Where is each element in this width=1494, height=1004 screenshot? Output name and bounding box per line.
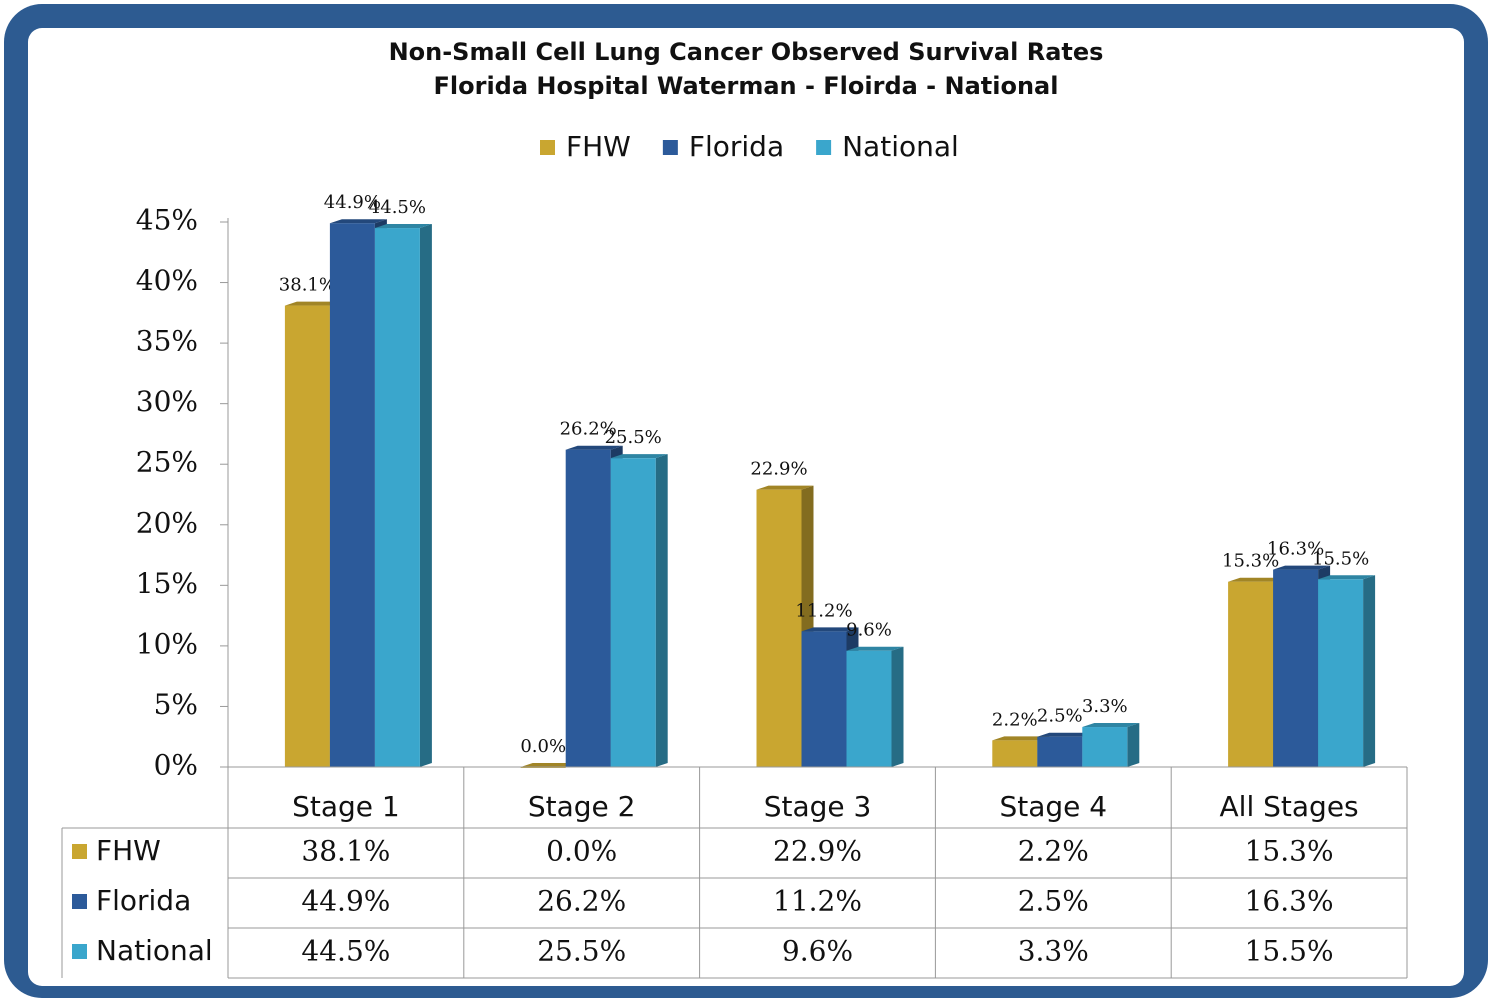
data-label: 2.5%	[1037, 706, 1083, 727]
data-label: 15.3%	[1222, 551, 1279, 572]
table-row-label: FHW	[96, 834, 161, 867]
bar-top	[374, 224, 432, 229]
bar-side	[1363, 575, 1376, 767]
bar	[610, 458, 656, 767]
bar-top	[1318, 575, 1376, 580]
bar	[756, 489, 802, 767]
table-cell: 2.2%	[1018, 835, 1089, 868]
data-label: 26.2%	[560, 419, 617, 440]
bar	[284, 305, 330, 767]
bar-side	[655, 454, 668, 767]
bar	[374, 228, 420, 768]
legend-label: FHW	[566, 130, 631, 163]
x-tick-label: All Stages	[1220, 790, 1359, 823]
table-cell: 2.5%	[1018, 885, 1089, 918]
table-row-label: Florida	[96, 884, 191, 917]
bar-top	[1273, 565, 1331, 570]
table-swatch	[72, 944, 87, 959]
bar-top	[520, 763, 578, 767]
table-row-label: National	[96, 934, 213, 967]
y-tick-label: 10%	[136, 627, 198, 660]
data-label: 22.9%	[750, 459, 807, 480]
legend-swatch	[540, 140, 555, 155]
y-tick-label: 40%	[136, 264, 198, 297]
bar	[565, 449, 611, 767]
table-cell: 38.1%	[301, 835, 390, 868]
bar-top	[846, 646, 904, 651]
data-label: 11.2%	[795, 600, 852, 621]
bar	[992, 740, 1038, 767]
table-cell: 22.9%	[773, 835, 862, 868]
bar	[1228, 581, 1274, 767]
y-tick-label: 15%	[136, 567, 198, 600]
bar-side	[1127, 723, 1140, 767]
table-swatch	[72, 894, 87, 909]
bar	[801, 631, 847, 767]
data-label: 44.9%	[324, 192, 381, 213]
bar-top	[1082, 723, 1140, 728]
bar-top	[565, 445, 623, 450]
table-cell: 44.9%	[301, 885, 390, 918]
bar-top	[801, 627, 859, 632]
bar-side	[891, 646, 904, 767]
bar	[1318, 579, 1364, 767]
bar-top	[1228, 577, 1286, 582]
table-cell: 3.3%	[1018, 935, 1089, 968]
data-label: 3.3%	[1082, 696, 1128, 717]
bar-top	[329, 219, 387, 224]
data-label: 25.5%	[605, 427, 662, 448]
data-label: 9.6%	[846, 620, 892, 641]
table-cell: 11.2%	[773, 885, 862, 918]
table-cell: 0.0%	[546, 835, 617, 868]
data-label: 16.3%	[1267, 539, 1324, 560]
y-tick-label: 25%	[136, 446, 198, 479]
table-cell: 15.3%	[1245, 835, 1334, 868]
y-tick-label: 20%	[136, 506, 198, 539]
bar	[329, 223, 375, 767]
y-tick-label: 45%	[136, 204, 198, 237]
table-swatch	[72, 844, 87, 859]
bar-top	[284, 301, 342, 306]
legend-label: National	[842, 130, 959, 163]
bar-top	[992, 736, 1050, 741]
table-cell: 44.5%	[301, 935, 390, 968]
table-cell: 26.2%	[537, 885, 626, 918]
x-tick-label: Stage 4	[999, 790, 1107, 823]
bar	[1037, 736, 1083, 767]
data-label: 0.0%	[520, 736, 566, 757]
table-cell: 9.6%	[782, 935, 853, 968]
data-label: 2.2%	[992, 709, 1038, 730]
data-label: 44.5%	[369, 197, 426, 218]
legend-swatch	[816, 140, 832, 155]
y-tick-label: 5%	[154, 688, 198, 721]
bar-top	[610, 454, 668, 459]
x-tick-label: Stage 3	[764, 790, 872, 823]
legend-label: Florida	[689, 130, 784, 163]
data-label: 38.1%	[279, 275, 336, 296]
y-tick-label: 30%	[136, 385, 198, 418]
x-tick-label: Stage 1	[292, 790, 400, 823]
bar	[1082, 727, 1128, 767]
x-tick-label: Stage 2	[528, 790, 636, 823]
legend-swatch	[662, 140, 678, 155]
chart-subtitle: Florida Hospital Waterman - Floirda - Na…	[434, 72, 1059, 100]
bar-side	[419, 224, 432, 768]
data-label: 15.5%	[1312, 548, 1369, 569]
y-tick-label: 0%	[154, 749, 198, 782]
table-cell: 15.5%	[1245, 935, 1334, 968]
bar	[846, 650, 892, 767]
bar-top	[756, 485, 814, 490]
chart-title: Non-Small Cell Lung Cancer Observed Surv…	[389, 38, 1104, 66]
bar-top	[1037, 732, 1095, 737]
bar	[1273, 569, 1319, 767]
table-cell: 16.3%	[1245, 885, 1334, 918]
y-tick-label: 35%	[136, 325, 198, 358]
table-cell: 25.5%	[537, 935, 626, 968]
